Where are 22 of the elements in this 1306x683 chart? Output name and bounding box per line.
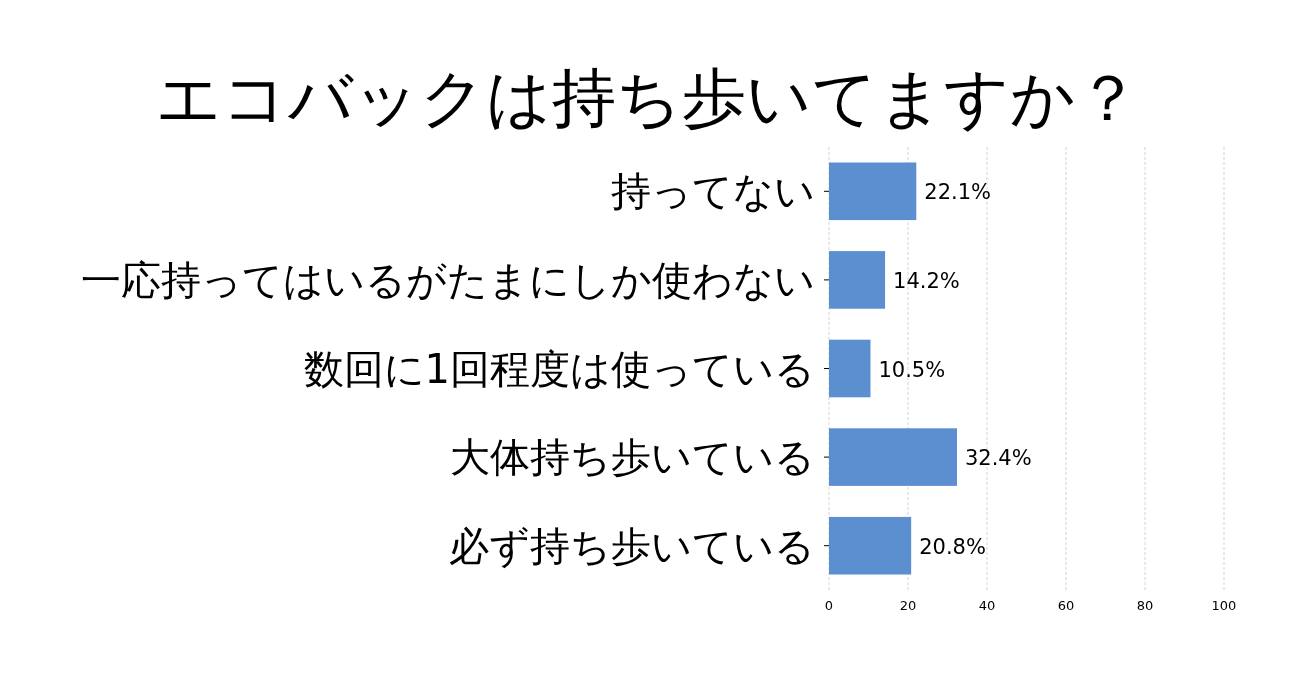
x-tick-label: 0 (824, 598, 834, 613)
x-tick-label: 60 (1057, 598, 1075, 613)
data-label: 10.5% (878, 357, 946, 382)
x-tick-label: 40 (978, 598, 996, 613)
data-label: 32.4% (964, 446, 1032, 471)
x-tick-label: 100 (1211, 598, 1237, 613)
y-tick-label: 大体持ち歩いている (450, 434, 815, 481)
y-tick-label: 必ず持ち歩いている (449, 522, 815, 569)
chart-title: エコバックは持ち歩いてますか？ (156, 61, 1140, 135)
data-label: 22.1% (924, 180, 992, 205)
bar (829, 162, 917, 221)
y-tick-label: 持ってない (611, 168, 815, 215)
y-tick-label: 一応持ってはいるがたまにしか使わない (81, 256, 815, 303)
x-tick-label: 80 (1136, 598, 1154, 613)
x-tick-label: 20 (899, 598, 917, 613)
bar (829, 428, 957, 486)
y-tick-label: 数回に1回程度は使っている (303, 345, 815, 392)
bar (829, 251, 886, 309)
bar (829, 516, 912, 575)
data-label: 20.8% (919, 534, 986, 559)
bar (829, 339, 871, 398)
data-label: 14.2% (893, 268, 960, 293)
